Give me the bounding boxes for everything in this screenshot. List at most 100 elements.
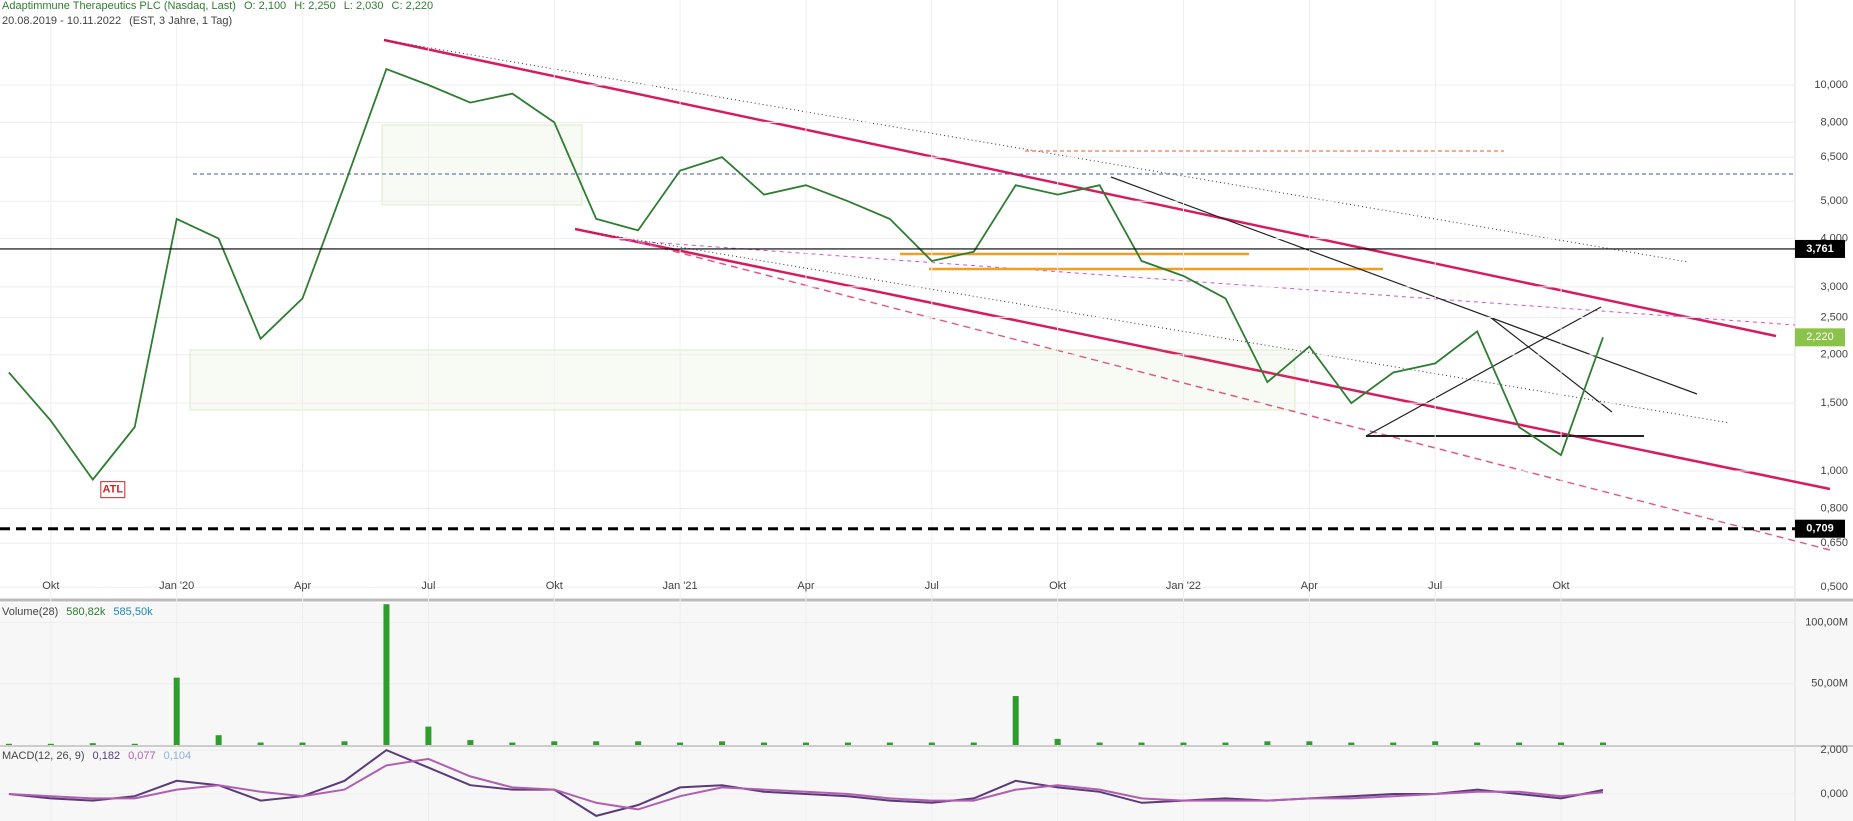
bar xyxy=(551,741,558,745)
bar xyxy=(1222,742,1229,745)
quote: C: 2,220 xyxy=(391,0,434,12)
x-tick-label: Okt xyxy=(1552,580,1569,592)
header-macd: MACD(12, 26, 9) 0,182 0,077 0,104 xyxy=(2,750,191,762)
bar xyxy=(383,604,390,745)
header-main: Adaptimmune Therapeutics PLC (Nasdaq, La… xyxy=(2,0,433,12)
macd-value: 0,077 xyxy=(128,750,156,762)
quote: H: 2,250 xyxy=(294,0,336,12)
level-label: 3,761 xyxy=(1806,243,1834,255)
lower-panels-bg xyxy=(0,603,1853,821)
last-price-label: 2,220 xyxy=(1806,331,1834,343)
volume-value: 585,50k xyxy=(113,606,153,618)
trend-line xyxy=(1365,306,1602,437)
volume-value: 580,82k xyxy=(66,606,106,618)
bar xyxy=(1432,741,1439,745)
bar xyxy=(89,743,96,745)
y-tick-label: 0,650 xyxy=(1820,537,1848,549)
x-tick-label: Jul xyxy=(421,580,435,592)
bar xyxy=(677,742,684,745)
trend-line xyxy=(589,231,1731,424)
bar xyxy=(970,742,977,745)
bar xyxy=(1138,742,1145,745)
bar xyxy=(5,743,12,745)
y-tick-label: 10,000 xyxy=(1814,79,1848,91)
bar xyxy=(1516,742,1523,745)
title: Adaptimmune Therapeutics PLC (Nasdaq, La… xyxy=(2,0,236,12)
header-range: 20.08.2019 - 10.11.2022 (EST, 3 Jahre, 1… xyxy=(2,15,232,27)
y-tick-label: 1,500 xyxy=(1820,397,1848,409)
x-tick-label: Apr xyxy=(1301,580,1318,592)
panel: 0,000 2,000 xyxy=(0,744,1848,817)
macd-title: MACD(12, 26, 9) xyxy=(2,750,85,762)
y-tick-label: 8,000 xyxy=(1820,116,1848,128)
trend-line xyxy=(1489,316,1613,413)
data-line xyxy=(8,757,1604,811)
bar xyxy=(1096,742,1103,745)
y-tick-label: 100,00M xyxy=(1805,616,1848,628)
bar xyxy=(1306,741,1313,745)
bar xyxy=(131,743,138,745)
bar xyxy=(1348,742,1355,745)
bar xyxy=(257,742,264,745)
quote: L: 2,030 xyxy=(343,0,384,12)
trend-line xyxy=(1110,176,1698,395)
trend-line xyxy=(383,38,1777,338)
bar xyxy=(928,742,935,745)
y-tick-label: 3,000 xyxy=(1820,281,1848,293)
x-tick-label: Okt xyxy=(42,580,59,592)
x-tick-label: Apr xyxy=(797,580,814,592)
bar xyxy=(425,726,432,745)
y-tick-label: 2,500 xyxy=(1820,311,1848,323)
y-tick-label: 0,500 xyxy=(1820,581,1848,593)
data-line xyxy=(8,748,1604,817)
bar xyxy=(47,743,54,745)
trend-line xyxy=(383,39,1689,263)
volume-title: Volume(28) xyxy=(2,606,59,618)
quote: O: 2,100 xyxy=(243,0,287,12)
x-tick-label: Okt xyxy=(546,580,563,592)
level-label-bg xyxy=(1795,239,1845,258)
bar xyxy=(299,742,306,745)
x-tick-label: Jan '22 xyxy=(1166,580,1201,592)
x-tick-label: Jan '20 xyxy=(159,580,194,592)
y-tick-label: 0,800 xyxy=(1820,502,1848,514)
y-tick-label: 2,000 xyxy=(1820,349,1848,361)
data-line xyxy=(8,67,1604,482)
subtitle-note: (EST, 3 Jahre, 1 Tag) xyxy=(129,15,233,27)
bar xyxy=(1390,742,1397,745)
panel: 50,00M 100,00M xyxy=(0,604,1848,745)
x-tick-label: Jul xyxy=(1428,580,1442,592)
y-tick-label: 6,500 xyxy=(1820,151,1848,163)
y-tick-label: 2,000 xyxy=(1820,744,1848,756)
last-price-bg xyxy=(1795,328,1845,347)
bar xyxy=(844,742,851,745)
bar xyxy=(341,741,348,745)
trend-line xyxy=(637,241,1831,551)
bar xyxy=(719,741,726,745)
bar xyxy=(1180,742,1187,745)
subtitle: 20.08.2019 - 10.11.2022 xyxy=(2,15,122,27)
bar xyxy=(467,740,474,745)
bar xyxy=(509,742,516,745)
bar xyxy=(593,741,600,745)
bar xyxy=(1558,742,1565,745)
trend-lines xyxy=(189,38,1831,551)
x-tick-label: Okt xyxy=(1049,580,1066,592)
x-tick-label: Apr xyxy=(294,580,311,592)
level-label: 0,709 xyxy=(1806,523,1834,535)
bar xyxy=(886,742,893,745)
y-tick-label: 50,00M xyxy=(1811,678,1848,690)
bar xyxy=(1474,742,1481,745)
trend-line xyxy=(574,227,1831,491)
bar xyxy=(1264,741,1271,745)
zone xyxy=(189,349,1296,411)
y-tick-label: 5,000 xyxy=(1820,195,1848,207)
bar xyxy=(635,741,642,745)
bar xyxy=(173,677,180,745)
macd-value: 0,104 xyxy=(163,750,192,762)
bar xyxy=(1600,742,1606,745)
macd-value: 0,182 xyxy=(92,750,121,762)
bar xyxy=(1054,738,1061,745)
